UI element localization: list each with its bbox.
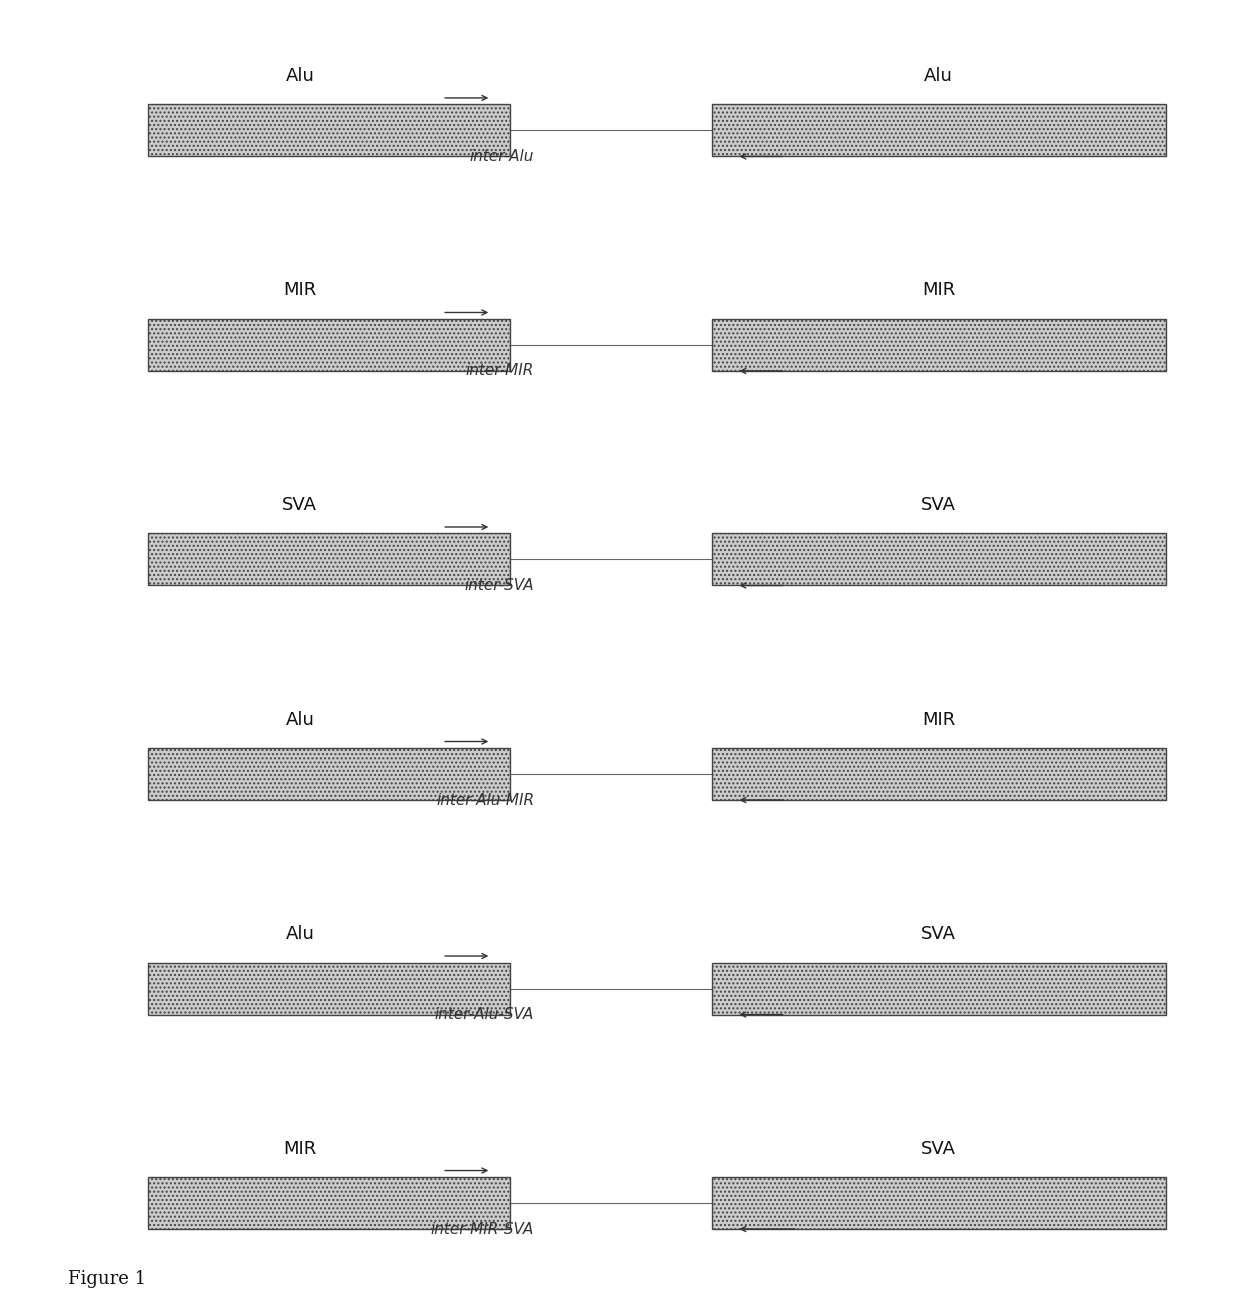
Text: MIR: MIR [923, 281, 955, 300]
Bar [148, 104, 510, 156]
Text: inter-Alu-SVA: inter-Alu-SVA [435, 1007, 534, 1022]
Bar [712, 1177, 1166, 1229]
Bar [712, 533, 1166, 586]
Bar [148, 1177, 510, 1229]
Text: inter-MIR-SVA: inter-MIR-SVA [432, 1222, 534, 1236]
Bar [712, 963, 1166, 1014]
Text: MIR: MIR [923, 711, 955, 728]
Bar [712, 748, 1166, 800]
Text: SVA: SVA [921, 495, 956, 514]
Text: inter-Alu-MIR: inter-Alu-MIR [436, 792, 534, 808]
Text: inter-MIR: inter-MIR [466, 364, 534, 378]
Bar [148, 319, 510, 371]
Text: Alu: Alu [285, 67, 314, 85]
Bar [148, 533, 510, 586]
Text: SVA: SVA [921, 1139, 956, 1158]
Text: SVA: SVA [921, 925, 956, 943]
Text: MIR: MIR [283, 281, 316, 300]
Text: Alu: Alu [924, 67, 954, 85]
Bar [148, 748, 510, 800]
Text: Figure 1: Figure 1 [68, 1269, 146, 1288]
Bar [712, 104, 1166, 156]
Text: Alu: Alu [285, 711, 314, 728]
Text: inter-Alu: inter-Alu [470, 148, 534, 164]
Bar [712, 319, 1166, 371]
Text: SVA: SVA [283, 495, 317, 514]
Bar [148, 963, 510, 1014]
Text: MIR: MIR [283, 1139, 316, 1158]
Text: inter-SVA: inter-SVA [465, 578, 534, 593]
Text: Alu: Alu [285, 925, 314, 943]
